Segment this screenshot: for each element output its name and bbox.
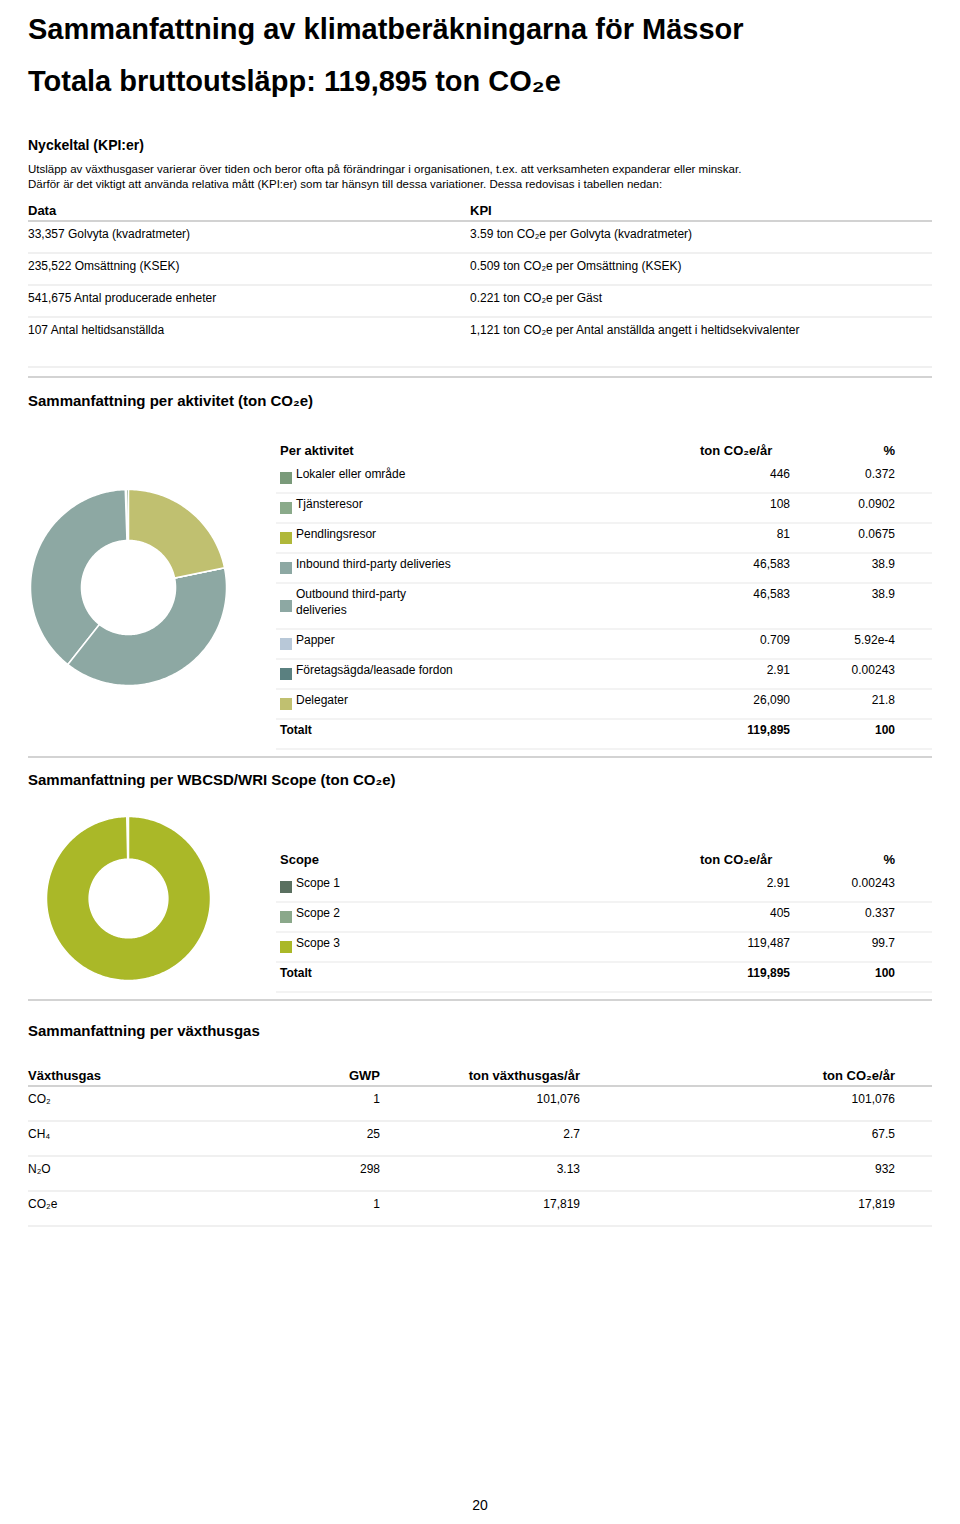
svg-text:Outbound third-partydeliveries: Outbound third-partydeliveries (296, 587, 406, 617)
svg-text:38.9: 38.9 (872, 587, 896, 601)
svg-text:119,895: 119,895 (747, 723, 790, 737)
svg-text:GWP: GWP (349, 1068, 380, 1083)
svg-text:ton CO₂e/år: ton CO₂e/år (700, 443, 772, 458)
svg-text:1,121 ton CO₂e per Antal anstä: 1,121 ton CO₂e per Antal anställda anget… (470, 323, 800, 337)
svg-text:17,819: 17,819 (543, 1197, 580, 1211)
svg-text:21.8: 21.8 (872, 693, 896, 707)
svg-text:0.00243: 0.00243 (852, 663, 896, 677)
svg-text:Pendlingsresor: Pendlingsresor (296, 527, 376, 541)
svg-text:Nyckeltal (KPI:er): Nyckeltal (KPI:er) (28, 137, 144, 153)
svg-text:20: 20 (472, 1497, 488, 1513)
svg-text:Företagsägda/leasade fordon: Företagsägda/leasade fordon (296, 663, 453, 677)
svg-text:Scope 2: Scope 2 (296, 906, 340, 920)
svg-text:Tjänsteresor: Tjänsteresor (296, 497, 363, 511)
svg-text:Data: Data (28, 203, 57, 218)
svg-text:Sammanfattning per växthusgas: Sammanfattning per växthusgas (28, 1022, 260, 1039)
svg-text:107 Antal heltidsanställda: 107 Antal heltidsanställda (28, 323, 164, 337)
svg-text:Papper: Papper (296, 633, 335, 647)
svg-text:0.509 ton CO₂e per Omsättning: 0.509 ton CO₂e per Omsättning (KSEK) (470, 259, 681, 273)
svg-text:1: 1 (373, 1197, 380, 1211)
svg-text:Totalt: Totalt (280, 966, 312, 980)
svg-text:0.709: 0.709 (760, 633, 790, 647)
svg-text:0.221 ton CO₂e per Gäst: 0.221 ton CO₂e per Gäst (470, 291, 603, 305)
svg-text:46,583: 46,583 (753, 557, 790, 571)
svg-text:0.0902: 0.0902 (858, 497, 895, 511)
svg-text:%: % (883, 852, 895, 867)
svg-text:CO₂e: CO₂e (28, 1197, 58, 1211)
svg-text:0.337: 0.337 (865, 906, 895, 920)
svg-text:Scope: Scope (280, 852, 319, 867)
svg-text:Totala bruttoutsläpp: 119,895: Totala bruttoutsläpp: 119,895 ton CO₂e (28, 65, 561, 97)
svg-text:100: 100 (875, 966, 895, 980)
svg-text:2.91: 2.91 (767, 876, 791, 890)
svg-text:ton CO₂e/år: ton CO₂e/år (700, 852, 772, 867)
svg-text:101,076: 101,076 (852, 1092, 896, 1106)
svg-text:Utsläpp av växthusgaser varier: Utsläpp av växthusgaser varierar över ti… (28, 163, 741, 175)
svg-text:Därför är det viktigt att anvä: Därför är det viktigt att använda relati… (28, 178, 662, 190)
svg-text:2.91: 2.91 (767, 663, 791, 677)
svg-text:99.7: 99.7 (872, 936, 896, 950)
svg-text:Delegater: Delegater (296, 693, 348, 707)
svg-text:Inbound third-party deliveries: Inbound third-party deliveries (296, 557, 451, 571)
svg-text:38.9: 38.9 (872, 557, 896, 571)
svg-text:Lokaler eller område: Lokaler eller område (296, 467, 406, 481)
svg-text:Sammanfattning per aktivitet (: Sammanfattning per aktivitet (ton CO₂e) (28, 392, 313, 409)
svg-text:46,583: 46,583 (753, 587, 790, 601)
svg-text:932: 932 (875, 1162, 895, 1176)
svg-text:Scope 1: Scope 1 (296, 876, 340, 890)
svg-text:235,522 Omsättning (KSEK): 235,522 Omsättning (KSEK) (28, 259, 179, 273)
svg-text:0.372: 0.372 (865, 467, 895, 481)
svg-text:3.59 ton CO₂e per Golvyta (kva: 3.59 ton CO₂e per Golvyta (kvadratmeter) (470, 227, 692, 241)
svg-text:Sammanfattning per WBCSD/WRI S: Sammanfattning per WBCSD/WRI Scope (ton … (28, 771, 396, 788)
svg-text:541,675 Antal producerade enhe: 541,675 Antal producerade enheter (28, 291, 216, 305)
svg-text:5.92e-4: 5.92e-4 (854, 633, 895, 647)
svg-text:ton CO₂e/år: ton CO₂e/år (823, 1068, 895, 1083)
svg-text:Totalt: Totalt (280, 723, 312, 737)
svg-text:26,090: 26,090 (753, 693, 790, 707)
svg-text:101,076: 101,076 (537, 1092, 581, 1106)
svg-text:0.00243: 0.00243 (852, 876, 896, 890)
svg-text:Sammanfattning av klimatberäkn: Sammanfattning av klimatberäkningarna fö… (28, 13, 744, 45)
svg-text:CH₄: CH₄ (28, 1127, 50, 1141)
svg-text:0.0675: 0.0675 (858, 527, 895, 541)
svg-text:17,819: 17,819 (858, 1197, 895, 1211)
svg-text:81: 81 (777, 527, 791, 541)
svg-text:405: 405 (770, 906, 790, 920)
svg-text:298: 298 (360, 1162, 380, 1176)
svg-text:1: 1 (373, 1092, 380, 1106)
svg-text:119,487: 119,487 (748, 936, 791, 950)
svg-text:108: 108 (770, 497, 790, 511)
svg-text:33,357 Golvyta (kvadratmeter): 33,357 Golvyta (kvadratmeter) (28, 227, 190, 241)
svg-text:446: 446 (770, 467, 790, 481)
svg-text:Per aktivitet: Per aktivitet (280, 443, 354, 458)
svg-text:25: 25 (367, 1127, 381, 1141)
svg-text:67.5: 67.5 (872, 1127, 896, 1141)
svg-text:N₂O: N₂O (28, 1162, 51, 1176)
svg-text:100: 100 (875, 723, 895, 737)
svg-text:KPI: KPI (470, 203, 492, 218)
svg-text:3.13: 3.13 (557, 1162, 581, 1176)
svg-text:CO₂: CO₂ (28, 1092, 51, 1106)
svg-text:%: % (883, 443, 895, 458)
svg-text:119,895: 119,895 (747, 966, 790, 980)
svg-text:2.7: 2.7 (563, 1127, 580, 1141)
svg-text:ton växthusgas/år: ton växthusgas/år (469, 1068, 580, 1083)
svg-text:Scope 3: Scope 3 (296, 936, 340, 950)
svg-text:Växthusgas: Växthusgas (28, 1068, 101, 1083)
